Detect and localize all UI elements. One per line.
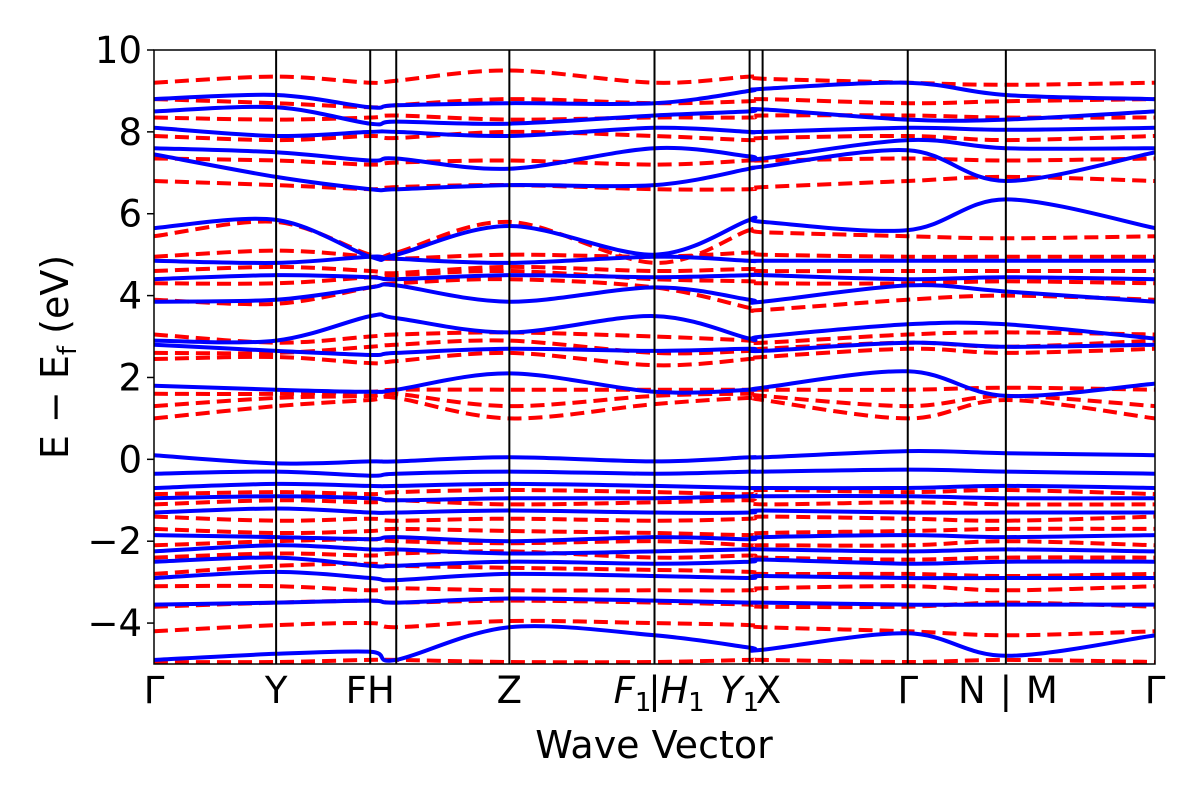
dashed-band-23 [154,156,1155,167]
y-tick-label: 8 [118,111,142,154]
dashed-band-7 [154,526,1155,538]
x-tick-label: M [1026,669,1058,712]
dashed-band-27 [154,68,1155,87]
dashed-band-10 [154,487,1155,497]
dashed-band-1 [154,618,1155,638]
y-tick-label: 4 [118,275,142,318]
y-axis-label: E − Ef (eV) [33,255,83,459]
dashed-band-18 [154,268,1155,286]
dashed-band-20 [154,248,1155,261]
y-axis-label-main: E − E [33,355,77,459]
x-tick-label: Γ [144,669,165,712]
x-tick-label: N [958,669,986,712]
dashed-band-12 [154,391,1155,409]
y-axis-label-sub: f [53,345,83,355]
dashed-band-19 [154,264,1155,276]
dashed-band-24 [154,129,1155,143]
dashed-band-0 [154,657,1155,664]
x-axis-label: Wave Vector [535,723,773,767]
y-axis-label-unit: (eV) [33,255,77,334]
dashed-band-14 [154,346,1155,368]
y-tick-label: 10 [95,29,142,72]
y-tick-label: −2 [87,520,142,563]
dashed-band-5 [154,549,1155,562]
x-tick-label: Y1 [720,669,759,718]
x-tick-label: | [648,669,660,712]
dashed-band-3 [154,583,1155,593]
x-tick-label: Γ [897,669,918,712]
y-tick-label: 2 [118,356,142,399]
dashed-band-16 [154,330,1155,345]
x-tick-label: Z [497,669,522,712]
x-tick-label: Y [264,669,288,712]
x-ticks: Γ Y FH Z F1| H1 Y1X Γ N | M Γ [144,669,1166,718]
y-tick-label: 0 [118,438,142,481]
x-tick-label: Γ [1145,669,1166,712]
svg-text:E − Ef (eV): E − Ef (eV) [33,255,83,459]
dashed-band-8 [154,514,1155,523]
x-tick-label: X [756,669,781,712]
bands-layer [154,68,1155,664]
plot-frame [153,49,1156,665]
kpoint-vlines [275,50,1007,664]
x-tick-label: | [1000,669,1012,712]
dashed-band-9 [154,498,1155,507]
x-tick-label: F1 [614,669,652,718]
dashed-band-26 [154,97,1155,110]
y-tick-label: −4 [87,602,142,645]
y-ticks: −4 −2 0 2 4 6 8 10 [87,29,154,645]
x-tick-label: H1 [660,669,704,718]
y-tick-label: 6 [118,193,142,236]
x-tick-label: FH [346,669,395,712]
